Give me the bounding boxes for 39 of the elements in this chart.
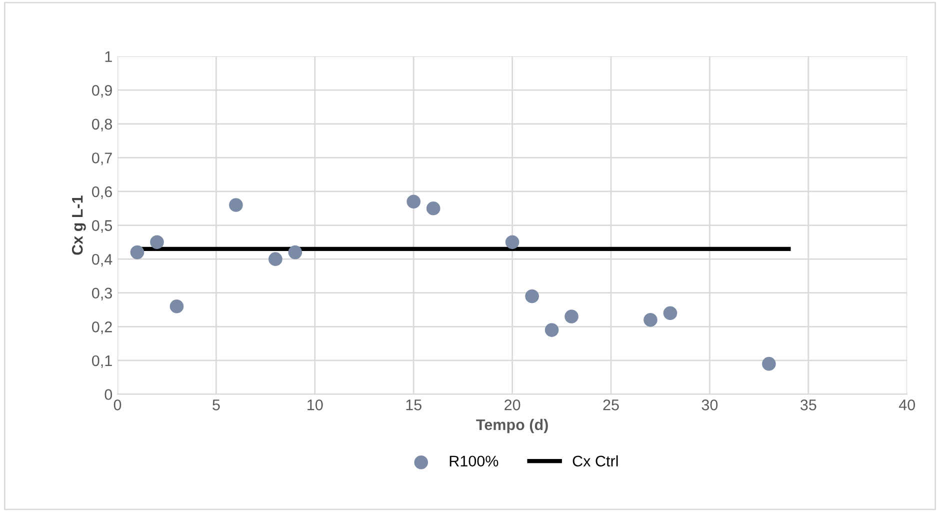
point — [288, 245, 302, 260]
point — [505, 235, 520, 250]
x-tick-label: 10 — [308, 400, 323, 410]
point — [762, 356, 776, 371]
y-axis-title: Cx g L-1 — [72, 196, 86, 255]
y-tick-label: 0,7 — [92, 152, 112, 166]
y-tick-label: 0,6 — [92, 186, 112, 199]
x-axis-title: Tempo (d) — [476, 418, 548, 434]
y-tick-label: 0,5 — [92, 220, 112, 233]
point — [544, 323, 559, 337]
x-tick-label: 30 — [702, 400, 718, 410]
point — [644, 312, 658, 327]
y-tick-label: 0,8 — [92, 118, 112, 132]
y-tick-label: 0 — [104, 389, 112, 400]
point — [170, 299, 184, 314]
x-tick-label: 5 — [212, 400, 220, 410]
y-tick-label: 0,4 — [92, 254, 112, 267]
x-tick-label: 0 — [114, 400, 122, 410]
y-tick-label: 0,3 — [92, 288, 112, 300]
x-tick-label: 40 — [898, 400, 915, 410]
point — [663, 306, 678, 320]
point — [268, 252, 282, 266]
y-tick-label: 0,2 — [92, 322, 112, 334]
point — [426, 201, 440, 216]
point — [406, 194, 421, 209]
point — [564, 310, 578, 324]
x-tick-label: 25 — [603, 400, 619, 410]
point — [150, 235, 164, 250]
point — [130, 245, 144, 260]
point — [229, 198, 243, 212]
y-tick-label: 0,1 — [92, 355, 112, 368]
x-tick-label: 35 — [800, 400, 816, 410]
x-tick-label: 20 — [504, 400, 520, 410]
y-tick-label: 0,9 — [92, 84, 112, 98]
legend-label: R100% — [450, 456, 498, 467]
point — [525, 289, 539, 304]
x-tick-label: 15 — [406, 400, 422, 410]
y-tick-label: 1 — [105, 51, 112, 62]
legend-label: Cx Ctrl — [572, 455, 618, 467]
